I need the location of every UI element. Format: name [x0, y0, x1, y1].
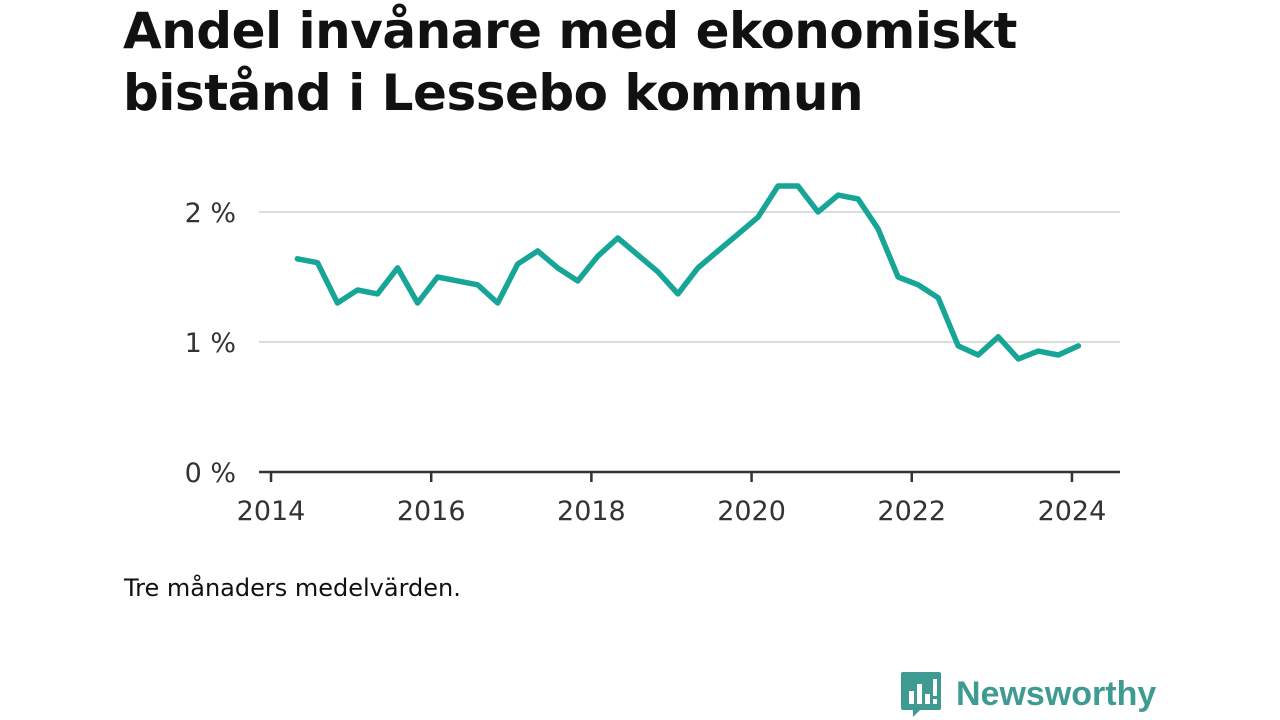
data-point [455, 278, 460, 284]
data-point [515, 261, 520, 267]
data-point [795, 183, 801, 189]
data-point [775, 183, 781, 189]
data-point [875, 226, 881, 232]
data-point [1076, 343, 1081, 349]
data-point [976, 352, 981, 358]
data-point [935, 295, 941, 300]
brand-name: Newsworthy [956, 674, 1157, 713]
data-point [815, 209, 821, 215]
data-point [895, 274, 901, 280]
x-tick-label: 2016 [397, 496, 466, 527]
data-point [956, 343, 961, 349]
data-point [915, 282, 921, 287]
x-tick-label: 2020 [717, 496, 786, 527]
data-point [495, 300, 500, 306]
data-point [355, 287, 360, 293]
data-point [1016, 356, 1021, 362]
data-point [735, 231, 741, 237]
data-point [695, 265, 701, 271]
data-point [996, 334, 1001, 339]
x-tick-label: 2018 [557, 496, 626, 527]
data-point [855, 196, 861, 202]
data-point [635, 252, 641, 258]
data-point [375, 291, 380, 297]
data-point [435, 274, 440, 280]
data-point [475, 282, 480, 287]
data-point [575, 278, 580, 284]
newsworthy-logo-icon [901, 672, 941, 717]
data-point [555, 265, 560, 271]
brand-logo: Newsworthy [900, 668, 1156, 720]
y-tick-label: 2 % [185, 198, 236, 229]
data-point [755, 215, 761, 220]
data-point [615, 235, 621, 241]
x-tick-label: 2014 [237, 496, 306, 527]
data-point [1036, 348, 1041, 354]
data-point [535, 248, 540, 254]
y-tick-label: 1 % [185, 328, 236, 359]
data-point [655, 269, 661, 274]
data-point [315, 260, 320, 265]
series-line [294, 183, 1082, 362]
y-tick-label: 0 % [185, 458, 236, 489]
data-point [835, 192, 841, 198]
data-point [595, 254, 600, 259]
data-point [335, 300, 340, 306]
chart-title: Andel invånare med ekonomiskt bistånd i … [123, 2, 1017, 122]
data-point [715, 248, 721, 254]
data-point [1056, 352, 1061, 358]
data-point [675, 291, 681, 297]
x-tick-label: 2024 [1038, 496, 1107, 527]
x-tick-label: 2022 [877, 496, 946, 527]
data-point [415, 300, 420, 306]
chart-note: Tre månaders medelvärden. [124, 574, 461, 602]
data-point [395, 265, 400, 271]
data-point [295, 256, 300, 261]
